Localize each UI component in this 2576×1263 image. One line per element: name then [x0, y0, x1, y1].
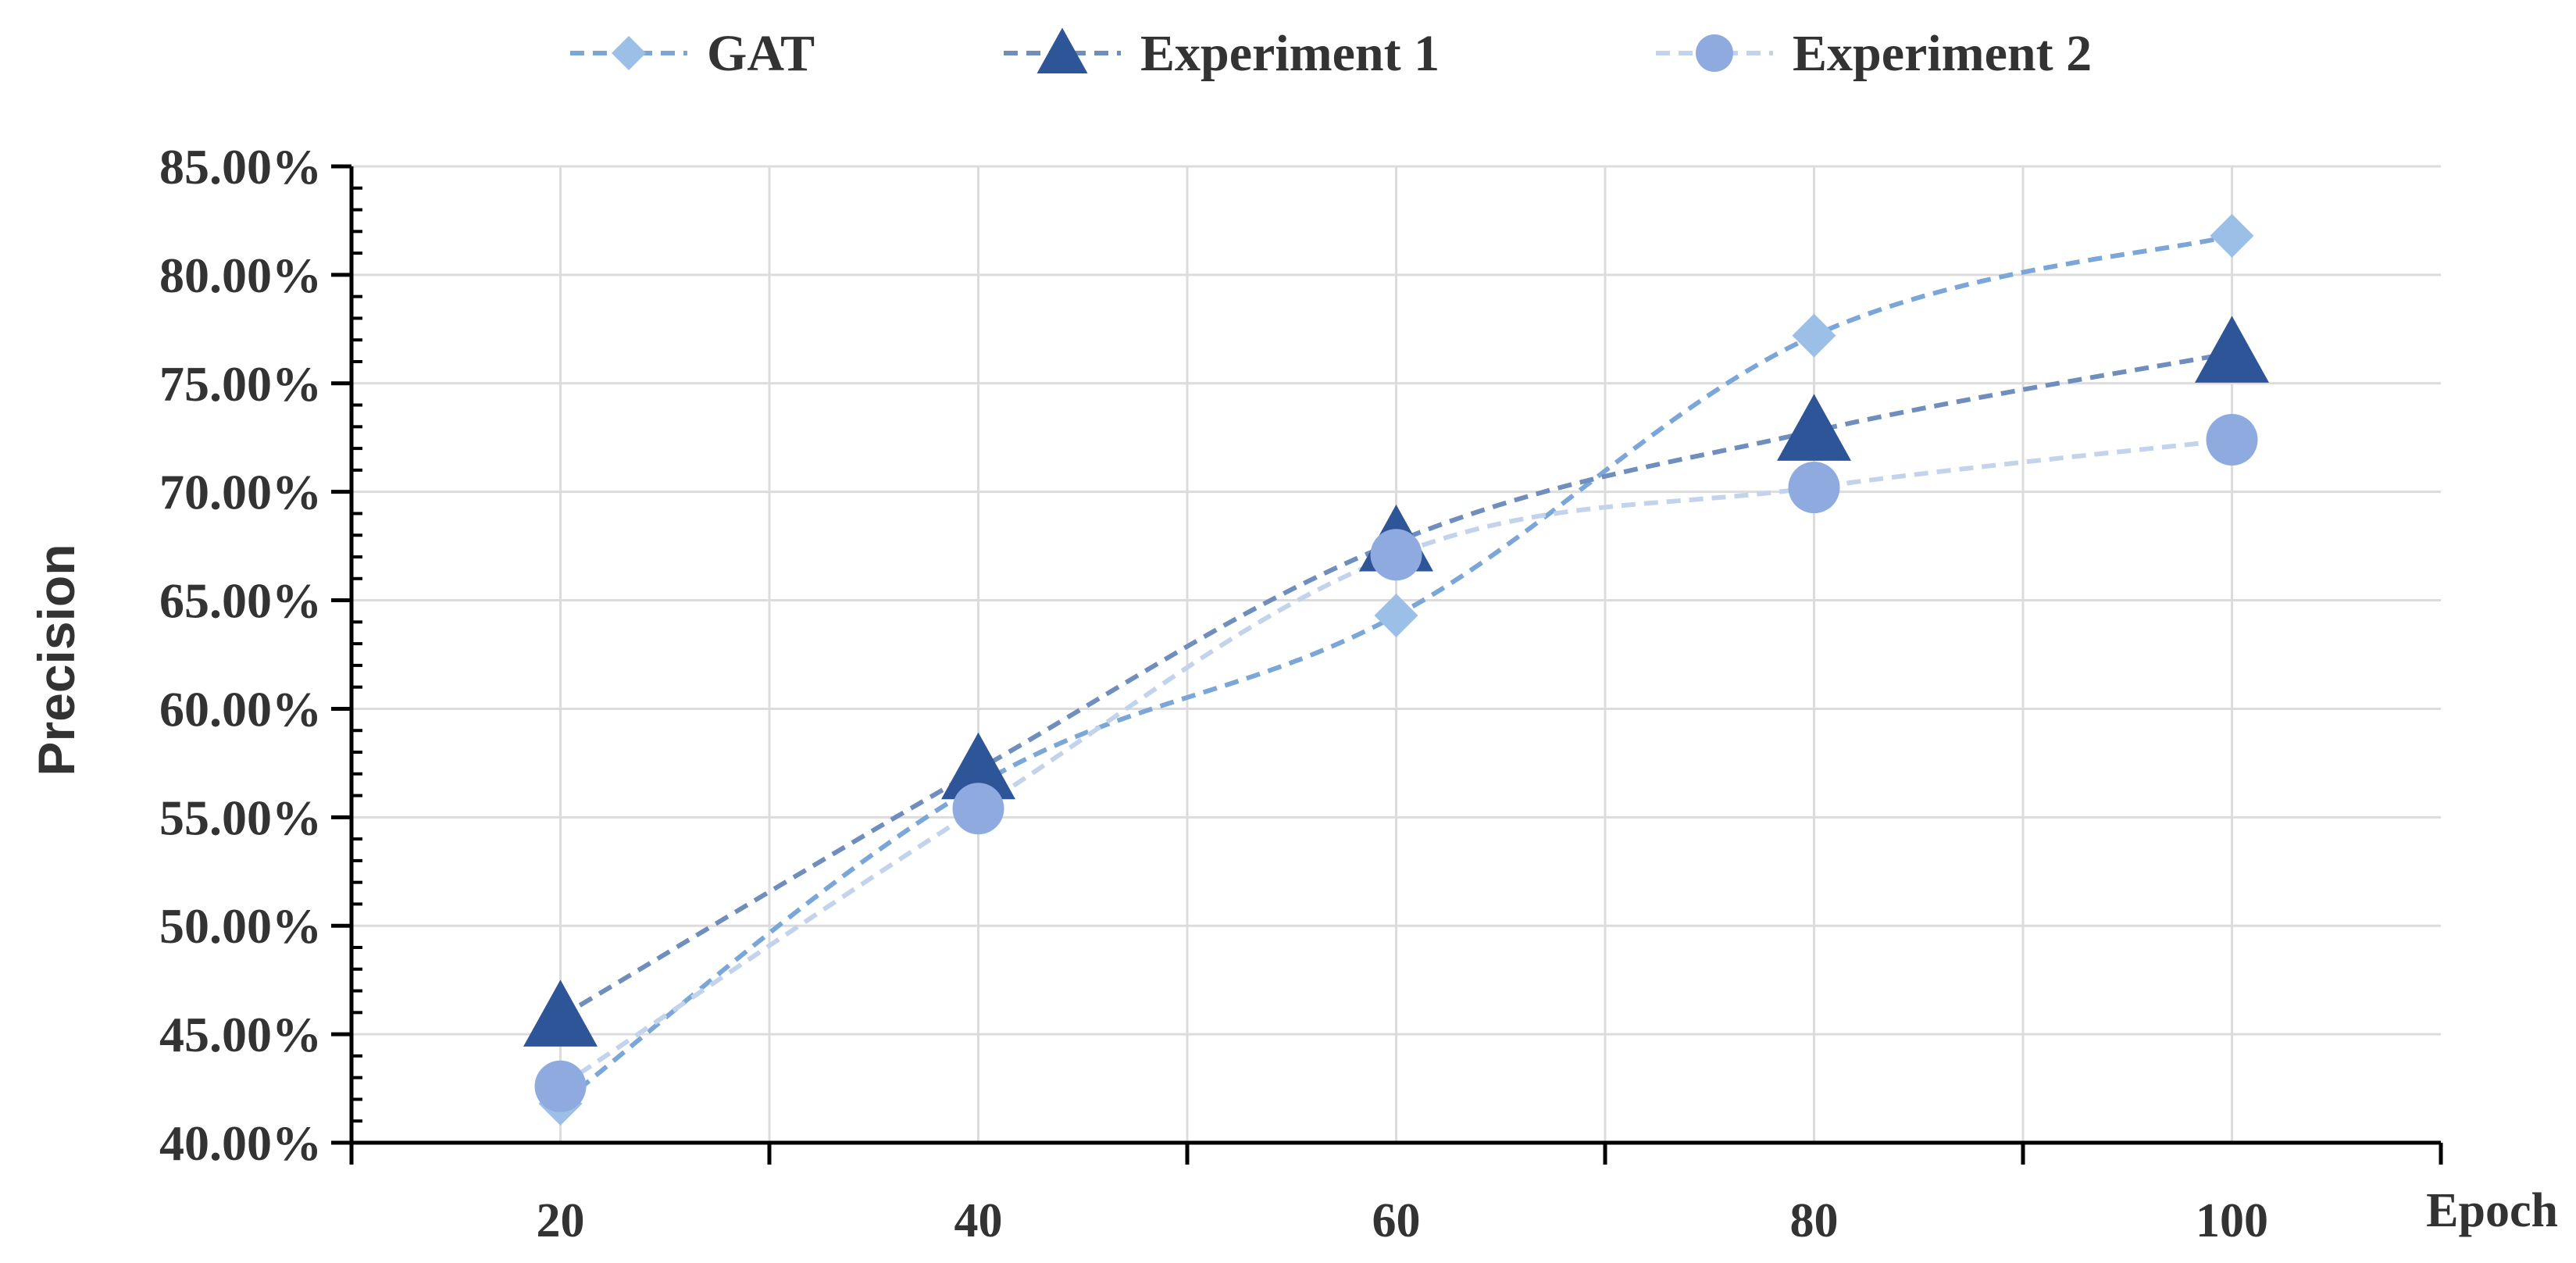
y-axis-label: Precision: [27, 544, 85, 776]
y-tick-label: 80.00%: [159, 248, 322, 303]
legend-marker: [1036, 27, 1088, 73]
legend-marker: [1696, 34, 1733, 72]
x-tick-label: 60: [1372, 1194, 1421, 1247]
experiment-2-point: [952, 783, 1004, 835]
y-tick-label: 65.00%: [159, 573, 322, 629]
legend-label: GAT: [707, 25, 815, 82]
y-tick-label: 85.00%: [159, 139, 322, 194]
legend-item-gat: GAT: [570, 25, 815, 82]
experiment-2-point: [534, 1060, 587, 1112]
x-tick-label: 40: [954, 1194, 1003, 1247]
x-axis-label: Epoch: [2426, 1184, 2558, 1237]
y-tick-label: 60.00%: [159, 681, 322, 737]
gat-point: [2210, 213, 2254, 258]
x-tick-label: 100: [2196, 1194, 2268, 1247]
series-markers: [523, 213, 2269, 1126]
experiment-1-point: [1777, 394, 1851, 461]
y-tick-label: 50.00%: [159, 898, 322, 954]
legend-label: Experiment 1: [1140, 25, 1440, 82]
legend: GAT Experiment 1 Experiment 2: [570, 25, 2092, 82]
experiment-2-line: [558, 437, 2232, 1089]
x-tick-label: 80: [1790, 1194, 1839, 1247]
experiment-1-point: [523, 979, 598, 1047]
x-tick-label: 20: [537, 1194, 585, 1247]
grid-layer: [351, 165, 2441, 1143]
y-tick-label: 70.00%: [159, 465, 322, 520]
experiment-2-point: [1788, 462, 1840, 514]
legend-item-experiment-1: Experiment 1: [1004, 25, 1440, 82]
experiment-1-point: [2195, 316, 2269, 383]
legend-marker: [612, 36, 646, 70]
experiment-1-point: [941, 732, 1015, 800]
experiment-2-point: [1370, 529, 1422, 581]
y-tick-label: 40.00%: [159, 1115, 322, 1171]
y-tick-label: 75.00%: [159, 356, 322, 412]
y-tick-label: 45.00%: [159, 1007, 322, 1062]
y-tick-label: 55.00%: [159, 790, 322, 845]
gat-point: [1792, 313, 1836, 358]
gat-point: [1374, 594, 1418, 637]
legend-label: Experiment 2: [1793, 25, 2092, 82]
axes-layer: 40.00% 45.00% 50.00% 55.00% 60.00% 65.00% 70.0…: [159, 139, 2443, 1247]
legend-item-experiment-2: Experiment 2: [1656, 25, 2092, 82]
experiment-2-point: [2206, 414, 2258, 466]
